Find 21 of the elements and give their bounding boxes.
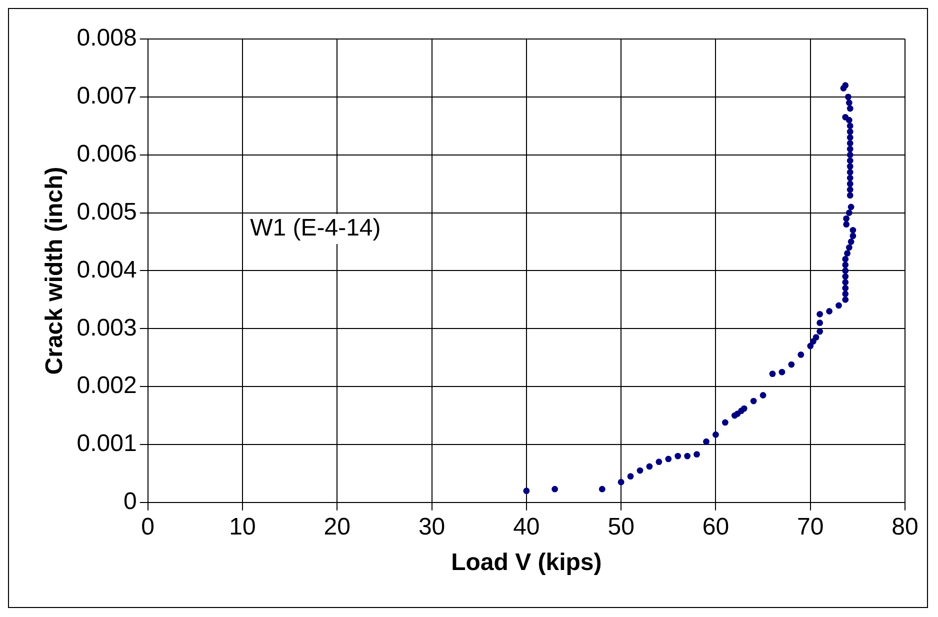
y-tick-label: 0.002 (76, 372, 137, 400)
x-tick-label: 0 (141, 513, 155, 540)
y-tick-label: 0.007 (76, 82, 137, 110)
x-axis-title: Load V (kips) (451, 549, 602, 576)
x-tick-label: 70 (797, 513, 824, 540)
x-tick-label: 50 (608, 513, 634, 540)
x-tick-label: 20 (324, 513, 350, 540)
x-tick-label: 80 (892, 513, 918, 540)
x-tick-label: 60 (702, 513, 730, 540)
x-tick-label: 30 (418, 513, 446, 540)
y-axis-title: Crack width (inch) (41, 166, 68, 375)
y-tick-label: 0.004 (76, 256, 137, 284)
y-tick-label: 0.006 (76, 140, 137, 168)
y-tick-label: 0.003 (76, 314, 137, 342)
x-tick-label: 40 (513, 513, 540, 540)
y-tick-label: 0 (124, 488, 137, 516)
y-tick-label: 0.001 (76, 430, 137, 458)
annotation: W1 (E-4-14) (250, 214, 381, 242)
y-tick-label: 0.005 (76, 198, 137, 226)
x-tick-label: 10 (229, 513, 256, 540)
y-tick-label: 0.008 (76, 24, 137, 52)
